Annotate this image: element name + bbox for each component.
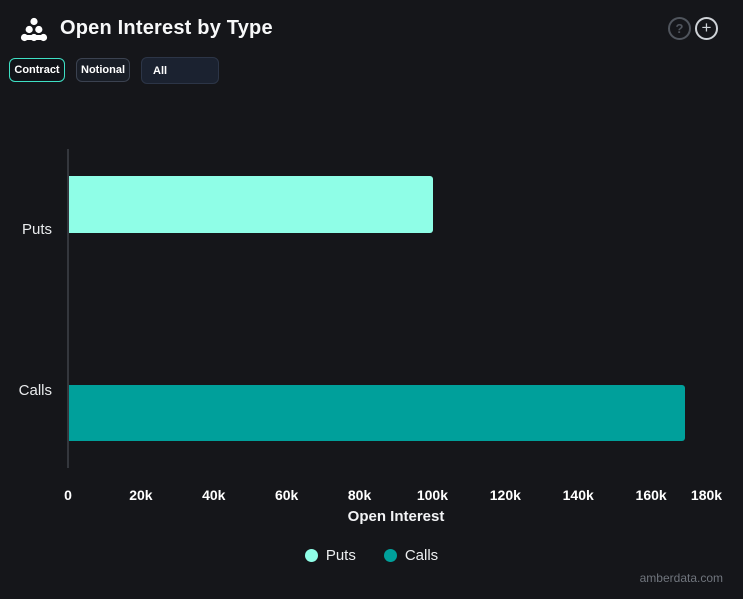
header: Open Interest by Type ? + xyxy=(0,0,743,52)
x-axis-tick-label: 140k xyxy=(562,487,594,503)
x-axis-tick-label: 60k xyxy=(274,487,299,503)
type-filter-value: All xyxy=(153,64,168,77)
notional-toggle-button[interactable]: Notional xyxy=(76,58,130,82)
x-axis-tick-label: 160k xyxy=(635,487,667,503)
x-axis-tick-label: 80k xyxy=(347,487,372,503)
y-axis-line xyxy=(67,149,69,468)
legend-label: Calls xyxy=(404,547,439,564)
calls-bar[interactable] xyxy=(69,385,685,441)
x-axis-title: Open Interest xyxy=(347,508,445,525)
legend-item-puts[interactable]: Puts xyxy=(304,547,356,564)
legend-label: Puts xyxy=(325,547,356,564)
legend-swatch-icon xyxy=(383,549,397,562)
x-axis-tick-label: 180k xyxy=(690,487,723,503)
type-filter-dropdown[interactable]: All xyxy=(141,57,219,84)
legend-swatch-icon xyxy=(304,549,318,562)
controls-bar: Contract Notional All xyxy=(0,57,743,85)
x-axis-tick-label: 20k xyxy=(129,487,153,503)
puts-bar[interactable] xyxy=(69,176,434,233)
x-axis-tick-label: 40k xyxy=(202,487,226,503)
y-axis-label-calls: Calls xyxy=(18,382,52,399)
legend-item-calls[interactable]: Calls xyxy=(383,547,439,564)
x-axis-tick-label: 0 xyxy=(64,487,72,503)
x-axis-tick-label: 120k xyxy=(489,487,521,503)
help-icon[interactable]: ? xyxy=(668,17,691,40)
watermark: amberdata.com xyxy=(639,571,723,585)
contract-toggle-button[interactable]: Contract xyxy=(9,58,65,82)
cluster-dots-icon xyxy=(19,16,49,45)
chart-legend: Puts Calls xyxy=(0,547,743,564)
x-axis-tick-label: 100k xyxy=(416,487,449,503)
y-axis-label-puts: Puts xyxy=(21,221,52,238)
add-icon[interactable]: + xyxy=(695,17,718,40)
page-title: Open Interest by Type xyxy=(60,17,273,39)
